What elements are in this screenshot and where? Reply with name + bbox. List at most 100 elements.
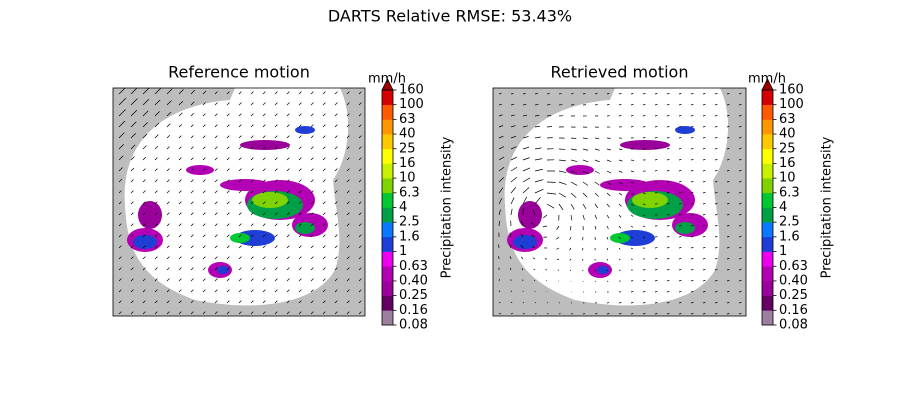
- motion-vector: [714, 115, 718, 117]
- colorbar-segment: [382, 295, 393, 311]
- motion-vector: [582, 203, 587, 209]
- motion-vector: [702, 269, 706, 271]
- motion-vector: [298, 179, 302, 183]
- motion-vector: [690, 104, 694, 106]
- motion-vector: [118, 155, 124, 161]
- motion-vector: [118, 256, 122, 260]
- motion-vector: [569, 269, 572, 272]
- motion-vector: [346, 300, 350, 304]
- motion-vector: [714, 170, 718, 172]
- motion-vector: [654, 313, 658, 315]
- colorbar-segment: [382, 148, 393, 164]
- motion-vector: [142, 267, 146, 271]
- motion-vector: [178, 311, 182, 315]
- motion-vector: [166, 201, 170, 205]
- motion-vector: [346, 212, 350, 216]
- motion-vector: [726, 269, 730, 271]
- motion-vector: [154, 300, 158, 304]
- motion-vector: [334, 168, 338, 172]
- motion-vector: [522, 157, 530, 161]
- motion-vector: [509, 232, 512, 238]
- motion-vector: [274, 190, 278, 194]
- colorbar-tick-label: 0.63: [399, 259, 428, 274]
- motion-vector: [738, 214, 742, 216]
- motion-vector: [726, 159, 730, 161]
- motion-vector: [546, 93, 550, 95]
- motion-vector: [510, 114, 515, 117]
- motion-vector: [142, 98, 150, 106]
- motion-vector: [346, 168, 350, 172]
- motion-vector: [262, 146, 266, 150]
- motion-vector: [334, 179, 338, 183]
- motion-vector: [166, 88, 173, 95]
- motion-vector: [738, 258, 742, 260]
- motion-vector: [690, 236, 694, 238]
- motion-vector: [142, 256, 146, 260]
- motion-vector: [666, 93, 670, 95]
- motion-vector: [262, 289, 266, 293]
- motion-vector: [274, 223, 278, 227]
- precip-cell: [518, 201, 542, 229]
- motion-vector: [534, 125, 541, 128]
- motion-vector: [606, 225, 609, 230]
- motion-vector: [678, 170, 682, 172]
- motion-vector: [702, 203, 706, 205]
- motion-vector: [618, 236, 621, 240]
- motion-vector: [738, 291, 742, 293]
- motion-vector: [274, 168, 278, 172]
- motion-vector: [690, 148, 694, 150]
- precip-cell: [220, 179, 270, 191]
- motion-vector: [334, 267, 338, 271]
- motion-vector: [214, 223, 218, 227]
- motion-vector: [521, 268, 524, 271]
- colorbar-segment: [382, 222, 393, 238]
- motion-vector: [166, 157, 170, 161]
- motion-vector: [666, 225, 670, 227]
- motion-vector: [702, 192, 706, 194]
- colorbar-segment: [382, 207, 393, 223]
- motion-vector: [522, 187, 530, 194]
- motion-vector: [642, 203, 646, 206]
- motion-vector: [250, 124, 254, 128]
- motion-vector: [166, 123, 171, 128]
- motion-vector: [358, 267, 362, 271]
- motion-vector: [702, 236, 706, 238]
- motion-vector: [214, 300, 218, 304]
- motion-vector: [334, 212, 338, 216]
- motion-vector: [666, 126, 670, 128]
- motion-vector: [618, 93, 622, 95]
- colorbar-segment: [762, 251, 773, 267]
- motion-vector: [250, 267, 254, 271]
- motion-vector: [190, 124, 194, 128]
- colorbar-label: Precipitation intensity: [820, 136, 835, 278]
- motion-vector: [130, 311, 134, 315]
- motion-vector: [178, 135, 182, 139]
- motion-vector: [346, 135, 350, 139]
- colorbar-tick-label: 0.08: [779, 318, 808, 333]
- motion-vector: [286, 245, 290, 249]
- colorbar-tick-label: 16: [399, 156, 416, 171]
- motion-vector: [618, 269, 621, 271]
- precip-cell: [252, 192, 288, 208]
- motion-vector: [690, 225, 694, 227]
- motion-vector: [642, 192, 646, 194]
- motion-vector: [666, 291, 670, 293]
- motion-vector: [346, 91, 350, 95]
- colorbar-tick-label: 63: [779, 112, 796, 127]
- motion-vector: [346, 223, 350, 227]
- motion-vector: [286, 124, 290, 128]
- motion-vector: [509, 244, 512, 249]
- motion-vector: [286, 157, 290, 161]
- motion-vector: [178, 179, 182, 183]
- motion-vector: [250, 190, 254, 194]
- motion-vector: [238, 267, 242, 271]
- motion-vector: [142, 190, 146, 194]
- motion-vector: [226, 278, 230, 282]
- motion-vector: [298, 190, 302, 194]
- motion-vector: [678, 115, 682, 117]
- motion-vector: [322, 146, 326, 150]
- precip-cell: [597, 266, 609, 274]
- motion-vector: [190, 135, 194, 139]
- motion-vector: [262, 256, 266, 260]
- motion-vector: [166, 234, 170, 238]
